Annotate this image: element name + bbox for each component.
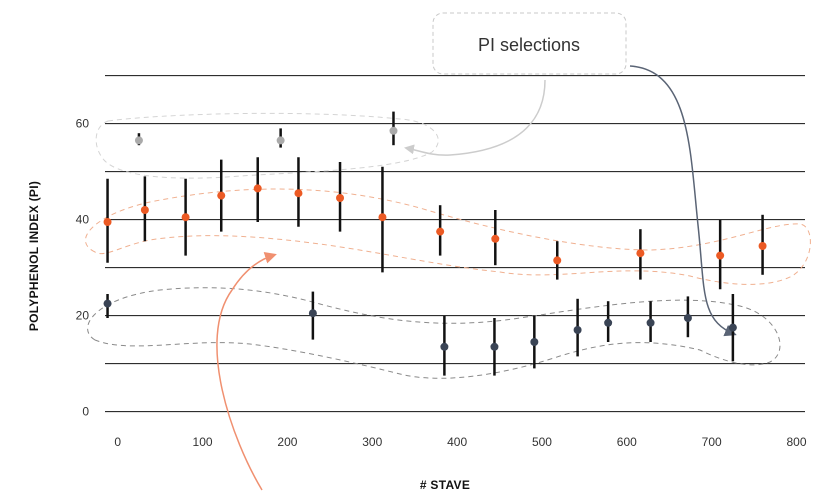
data-point xyxy=(716,251,725,260)
data-point xyxy=(646,318,655,327)
x-tick-label: 100 xyxy=(193,435,213,449)
x-axis-title: # STAVE xyxy=(420,478,470,492)
callout-arrow-grey xyxy=(404,79,546,156)
x-tick-label: 600 xyxy=(617,435,637,449)
x-tick-label: 400 xyxy=(447,435,467,449)
data-point xyxy=(336,194,345,202)
data-point xyxy=(253,184,262,193)
data-point xyxy=(181,213,190,222)
dark-selection-outline xyxy=(87,287,781,379)
data-point xyxy=(436,227,445,236)
data-point xyxy=(728,323,737,332)
y-tick-label: 60 xyxy=(76,117,90,131)
data-point xyxy=(490,342,499,351)
data-point xyxy=(294,189,303,198)
x-axis-ticks: 0 100 200 300 400 500 600 700 800 xyxy=(114,435,806,449)
y-axis-title: POLYPHENOL INDEX (PI) xyxy=(27,181,41,331)
data-point xyxy=(758,242,767,250)
x-tick-label: 500 xyxy=(532,435,552,449)
data-point xyxy=(140,206,149,214)
grey-selection-outline xyxy=(95,112,439,179)
callout-box xyxy=(432,12,627,75)
y-tick-label: 40 xyxy=(76,213,90,227)
data-points xyxy=(103,111,767,376)
y-axis-ticks: 0 20 40 60 xyxy=(76,117,90,419)
data-point xyxy=(636,249,645,258)
x-tick-label: 300 xyxy=(362,435,382,449)
data-point xyxy=(308,309,317,318)
x-tick-label: 200 xyxy=(277,435,297,449)
y-tick-label: 0 xyxy=(82,405,89,419)
data-point xyxy=(553,256,562,265)
data-point xyxy=(573,326,582,334)
data-point xyxy=(134,136,143,145)
data-point xyxy=(389,126,398,135)
data-point xyxy=(530,338,539,346)
data-point xyxy=(683,314,692,322)
x-tick-label: 800 xyxy=(786,435,806,449)
y-tick-label: 20 xyxy=(76,309,90,323)
data-point xyxy=(276,136,285,145)
callout-arrow-dark xyxy=(629,65,737,337)
x-tick-label: 700 xyxy=(702,435,722,449)
orange-selection-outline xyxy=(84,188,811,285)
callout-label: PI selections xyxy=(478,35,580,55)
data-point xyxy=(103,218,112,226)
orange-arrow xyxy=(216,251,277,491)
data-point xyxy=(378,213,387,222)
data-point xyxy=(604,318,613,327)
data-point xyxy=(440,342,449,351)
data-point xyxy=(217,191,226,200)
x-tick-label: 0 xyxy=(114,435,121,449)
data-point xyxy=(103,299,112,308)
data-point xyxy=(491,234,500,243)
